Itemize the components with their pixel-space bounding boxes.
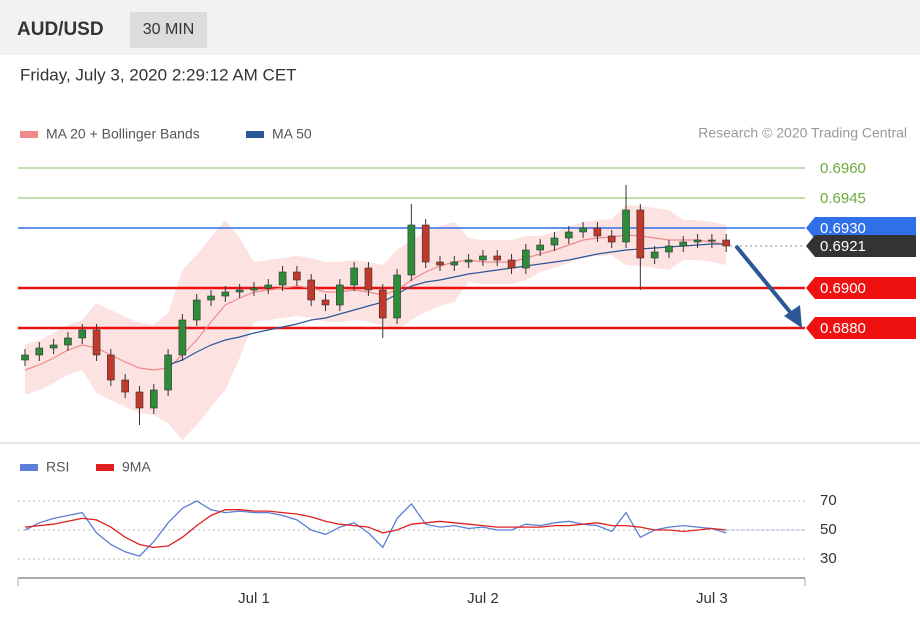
y-tick-label: 50 (820, 521, 837, 538)
candle-body (178, 319, 187, 356)
level-label-box (806, 277, 916, 299)
candle-body (493, 255, 502, 261)
candle-body (722, 239, 730, 247)
candle-body (593, 227, 602, 237)
legend-swatch (96, 464, 114, 471)
last-price-box (806, 235, 916, 257)
interval-box (130, 12, 207, 48)
candle-body (149, 389, 158, 409)
legend-label: MA 50 (272, 126, 312, 142)
candle-body (665, 245, 673, 253)
candle-body (522, 249, 530, 269)
candle-body (350, 267, 358, 286)
candle-body (192, 299, 201, 321)
candle-body (107, 354, 115, 381)
candle-body (364, 267, 373, 291)
candle-body (250, 287, 258, 291)
candle-body (307, 279, 316, 301)
candle-body (164, 354, 172, 391)
candle-body (121, 379, 129, 393)
level-label: 0.6900 (820, 280, 866, 297)
candle-body (221, 291, 230, 297)
bollinger-band (25, 205, 727, 440)
symbol: AUD/USD (17, 19, 104, 40)
candle-body (264, 284, 273, 289)
candle-body (507, 259, 516, 269)
candle-body (378, 289, 387, 319)
legend-label: 9MA (122, 459, 151, 475)
datetime: Friday, July 3, 2020 2:29:12 AM CET (20, 65, 297, 84)
candle-body (421, 224, 430, 263)
x-tick-label: Jul 3 (696, 590, 728, 607)
candle-body (293, 271, 301, 281)
candle-body (78, 329, 87, 339)
candle-body (708, 239, 716, 242)
legend-label: RSI (46, 459, 69, 475)
ma-line (167, 243, 727, 366)
legend-label: MA 20 + Bollinger Bands (46, 126, 200, 142)
candle-body (579, 227, 587, 233)
candle-body (622, 209, 630, 243)
candle-body (135, 391, 144, 409)
legend-swatch (20, 131, 38, 138)
level-label: 0.6880 (820, 320, 866, 337)
credit: Research © 2020 Trading Central (698, 125, 907, 141)
rsi-line (24, 500, 727, 557)
candle-body (679, 241, 688, 247)
legend-swatch (20, 464, 38, 471)
candle-body (564, 231, 573, 239)
price-panel: MA 20 + Bollinger Bands MA 50 0.6960 0.6945… (18, 126, 916, 440)
interval: 30 MIN (143, 21, 195, 38)
legend-swatch (246, 131, 264, 138)
level-label-box (806, 217, 916, 239)
y-tick-label: 70 (820, 492, 837, 509)
level-label: 0.6930 (820, 220, 866, 237)
candle-body (92, 329, 101, 356)
candle-body (607, 235, 616, 243)
candle-body (49, 344, 58, 349)
candle-body (479, 255, 487, 261)
candle-body (693, 239, 702, 243)
level-label: 0.6945 (820, 190, 866, 207)
candle-body (650, 251, 659, 259)
candle-body (278, 271, 287, 286)
candle-body (207, 295, 215, 301)
candle-body (407, 224, 416, 276)
candle-body (464, 259, 473, 263)
candle-body (636, 209, 645, 259)
last-price-label: 0.6921 (820, 238, 866, 255)
x-tick-label: Jul 1 (238, 590, 270, 607)
candle-body (450, 261, 459, 266)
forecast-arrow (734, 244, 797, 320)
candle-body (536, 244, 544, 251)
candle-body (321, 299, 330, 306)
candle-body (235, 289, 244, 293)
candle-body (436, 261, 444, 266)
arrow-head (784, 305, 802, 328)
candle-body (336, 284, 344, 306)
y-tick-label: 30 (820, 550, 837, 567)
candle-body (393, 274, 401, 319)
rsi-panel: RSI 9MA 30 50 70 Jul 1 Jul 2 Jul 3 (18, 459, 837, 607)
level-label: 0.6960 (820, 160, 866, 177)
x-tick-label: Jul 2 (467, 590, 499, 607)
candle-body (35, 347, 44, 356)
candle-body (21, 354, 29, 361)
candle-body (550, 237, 559, 246)
level-label-box (806, 317, 916, 339)
rsi-line (24, 509, 727, 549)
candle-body (64, 337, 72, 346)
